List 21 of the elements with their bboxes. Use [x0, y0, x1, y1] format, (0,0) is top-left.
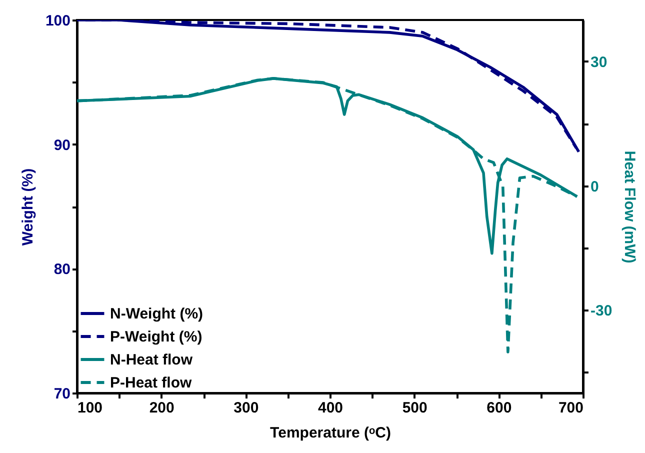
- x-tick-label: 700: [558, 400, 584, 416]
- x-tick-label: 300: [234, 400, 259, 416]
- y2-tick-label: -30: [590, 302, 612, 320]
- y2-tick-label: 0: [590, 178, 599, 196]
- y-axis-title: Weight (%): [19, 168, 36, 246]
- y-tick-label: 70: [54, 386, 70, 402]
- x-tick-label: 400: [318, 400, 344, 416]
- y2-tick-label: 30: [590, 54, 608, 71]
- y-tick-label: 100: [45, 12, 70, 30]
- x-tick-label: 500: [402, 400, 428, 416]
- legend-label: N-Weight (%): [110, 306, 204, 322]
- x-axis-title: Temperature (ᵒC): [270, 424, 391, 442]
- x-tick-label: 100: [78, 400, 103, 416]
- legend-label: P-Weight (%): [110, 328, 202, 346]
- x-tick-label: 200: [149, 400, 174, 416]
- x-tick-label: 600: [486, 400, 512, 416]
- legend-label: N-Heat flow: [110, 352, 193, 368]
- legend-label: P-Heat flow: [110, 374, 192, 392]
- y-tick-label: 80: [54, 261, 70, 278]
- y2-axis-title: Heat Flow (mW): [621, 150, 638, 264]
- y-tick-label: 90: [54, 136, 70, 154]
